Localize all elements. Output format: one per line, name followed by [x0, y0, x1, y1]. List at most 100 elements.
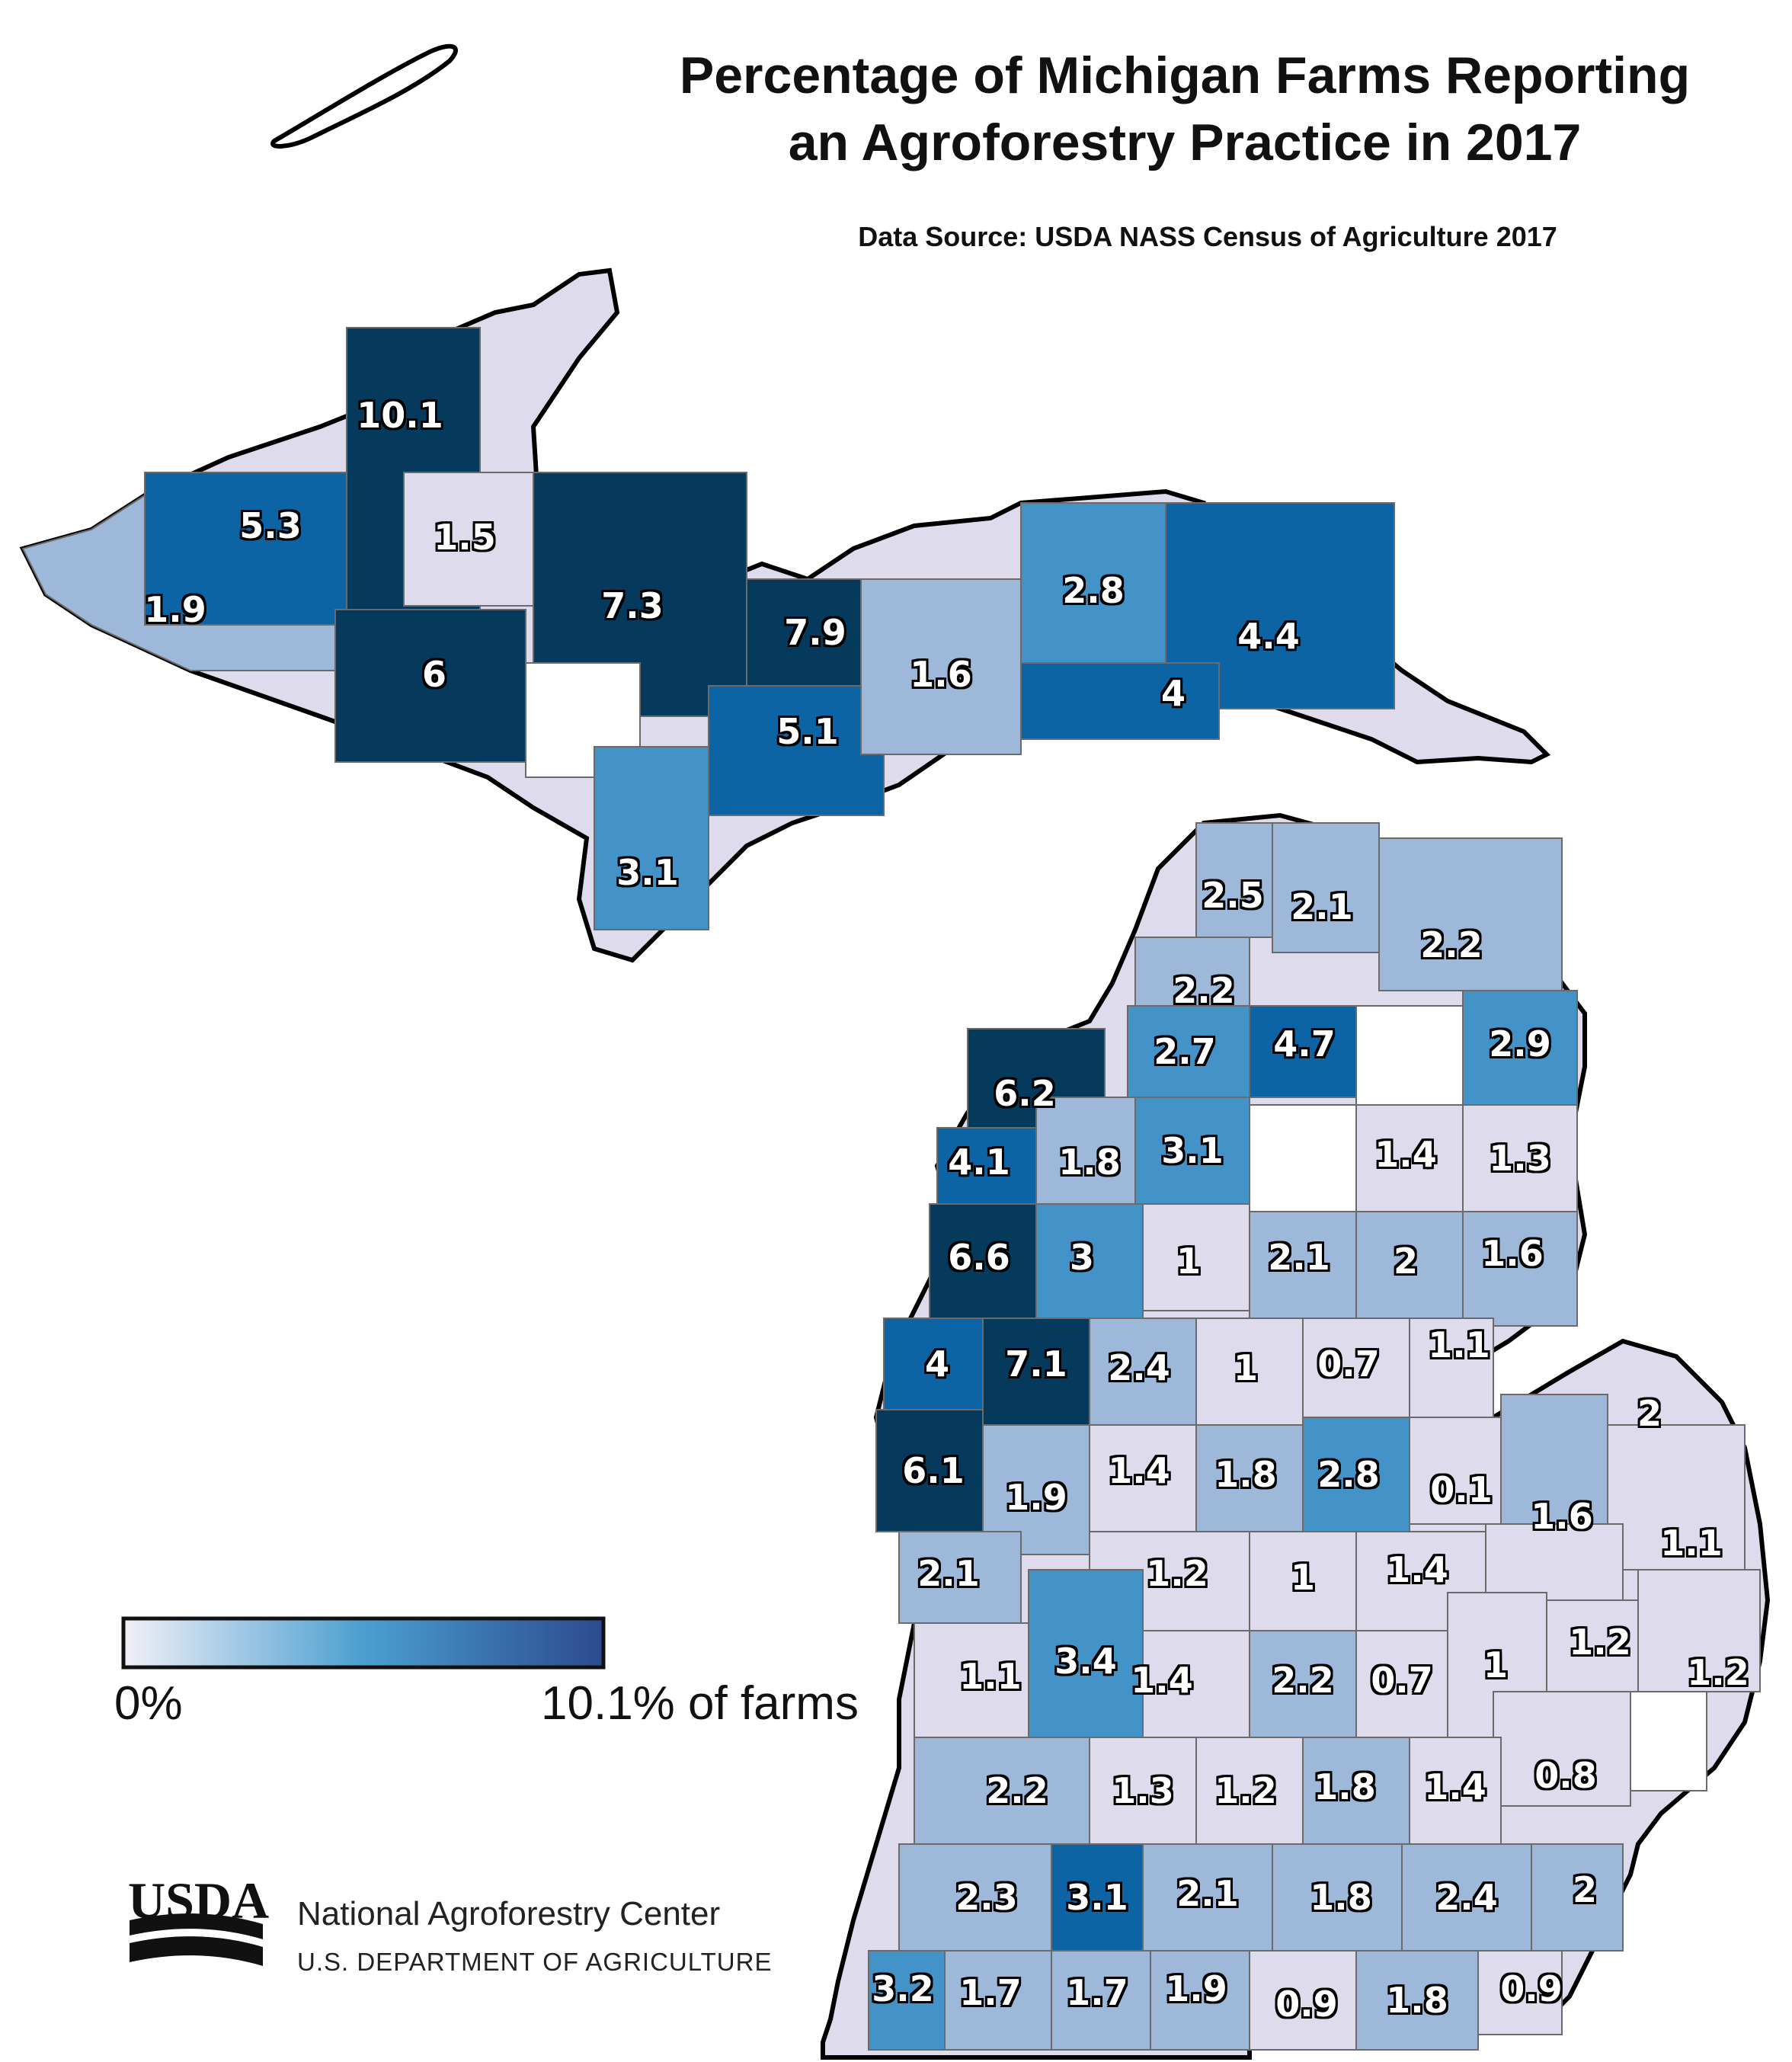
- county-value-label: 1.9: [1165, 1968, 1227, 2009]
- isle-royale: [270, 43, 458, 149]
- county-value-label: 1.8: [1058, 1141, 1121, 1183]
- county-value-label: 2.1: [917, 1553, 980, 1594]
- county-value-label: 2.1: [1268, 1237, 1330, 1278]
- county-value-label: 0.9: [1275, 1984, 1338, 2025]
- usda-logo-text: USDA: [128, 1871, 270, 1929]
- county-value-label: 5.1: [776, 711, 839, 752]
- county-value-label: 2.5: [1202, 875, 1264, 916]
- county-value-label: 1.3: [1489, 1138, 1551, 1179]
- map-title: Percentage of Michigan Farms Reporting a…: [625, 42, 1745, 176]
- county-value-label: 1.5: [434, 517, 496, 558]
- county-value-label: 1.6: [910, 654, 972, 695]
- county-value-label: 2: [1572, 1869, 1598, 1910]
- county-value-label: 1.4: [1131, 1660, 1193, 1701]
- county-value-label: 4.4: [1237, 616, 1300, 657]
- county-value-label: 1.3: [1112, 1770, 1174, 1811]
- county-value-label: 6.1: [902, 1450, 965, 1491]
- county-up-ontonagon: [144, 472, 347, 626]
- county-value-label: 1.2: [1569, 1622, 1631, 1663]
- county-value-label: 2.8: [1317, 1454, 1380, 1495]
- county-value-label: 10.1: [357, 395, 443, 436]
- county-value-label: 3.1: [616, 852, 679, 893]
- legend-gradient-bar: [121, 1616, 606, 1670]
- county-value-label: 1: [1176, 1241, 1202, 1282]
- lower-peninsula-counties: [868, 822, 1761, 2051]
- county-value-label: 3: [1069, 1237, 1095, 1278]
- county-value-label: 4: [924, 1343, 950, 1385]
- county-value-label: 5.3: [239, 505, 302, 546]
- county-value-label: 6: [421, 654, 447, 695]
- county-value-label: 7.3: [601, 585, 664, 626]
- county-value-label: 7.9: [784, 612, 846, 653]
- county-value-label: 1.8: [1214, 1454, 1277, 1495]
- county-value-label: 1.9: [1005, 1477, 1067, 1518]
- county-value-label: 2.2: [1272, 1660, 1334, 1701]
- county-value-label: 4.7: [1273, 1023, 1336, 1065]
- county-value-label: 3.2: [872, 1968, 934, 2009]
- county-up-iron: [334, 609, 526, 763]
- county-value-label: 1: [1290, 1557, 1316, 1598]
- usda-logo-mark: [130, 1913, 263, 1966]
- county-value-label: 1.2: [1214, 1770, 1277, 1811]
- county-value-label: 2.1: [1291, 886, 1353, 927]
- county-value-label: 4: [1160, 673, 1186, 714]
- data-source-note: Data Source: USDA NASS Census of Agricul…: [858, 221, 1557, 252]
- county-value-label: 2: [1393, 1241, 1419, 1282]
- county-value-label: 1: [1483, 1644, 1509, 1686]
- county-value-label: 7.1: [1005, 1343, 1067, 1385]
- county-value-label: 1.8: [1314, 1766, 1376, 1807]
- county-value-label: 0.7: [1317, 1343, 1380, 1385]
- department-name: U.S. DEPARTMENT OF AGRICULTURE: [297, 1948, 773, 1976]
- county-value-label: 1.4: [1386, 1549, 1448, 1590]
- county-up-menominee: [594, 746, 709, 930]
- county-value-label: 1.1: [1428, 1324, 1490, 1366]
- county-value-label: 2.9: [1489, 1023, 1551, 1065]
- county-value-label: 3.1: [1066, 1877, 1128, 1918]
- county-value-label: 4.1: [948, 1141, 1010, 1183]
- county-value-label: 1.6: [1481, 1233, 1544, 1274]
- county-value-label: 0.9: [1500, 1968, 1563, 2009]
- county-value-label: 2.8: [1062, 570, 1125, 611]
- county-value-label: 1.1: [959, 1656, 1022, 1697]
- map-title-line-1: Percentage of Michigan Farms Reporting: [679, 46, 1691, 104]
- county-value-label: 1.4: [1374, 1134, 1437, 1175]
- county-value-label: 1.2: [1687, 1652, 1749, 1693]
- county-value-label: 2.7: [1154, 1031, 1216, 1072]
- legend-min-label: 0%: [114, 1677, 183, 1730]
- county-value-label: 1.6: [1531, 1496, 1593, 1537]
- county-value-label: 2.2: [986, 1770, 1048, 1811]
- county-value-label: 0.8: [1534, 1755, 1597, 1796]
- county-value-label: 1.4: [1424, 1766, 1486, 1807]
- county-up-mackinac: [1020, 662, 1220, 740]
- county-value-label: 1.1: [1660, 1522, 1723, 1564]
- county-up-gogebic: [21, 494, 336, 671]
- county-value-label: 2.4: [1435, 1877, 1498, 1918]
- map-title-line-2: an Agroforestry Practice in 2017: [788, 114, 1582, 171]
- county-value-label: 2: [1637, 1393, 1662, 1434]
- county-value-label: 1.8: [1386, 1980, 1448, 2021]
- county-value-label: 0.1: [1430, 1469, 1493, 1510]
- county-value-label: 2.4: [1108, 1347, 1170, 1388]
- county-value-label: 2.1: [1176, 1873, 1239, 1914]
- legend-max-label: 10.1% of farms: [541, 1677, 859, 1730]
- county-value-label: 6.6: [948, 1237, 1010, 1278]
- county-value-label: 6.2: [994, 1073, 1056, 1114]
- county-value-label: 0.7: [1371, 1660, 1433, 1701]
- county-value-label: 1.4: [1108, 1450, 1170, 1491]
- county-value-label: 1.7: [959, 1972, 1022, 2013]
- county-value-label: 2.2: [1420, 924, 1483, 965]
- county-value-label: 1.2: [1146, 1553, 1208, 1594]
- county-value-label: 3.4: [1054, 1641, 1117, 1682]
- county-value-label: 3.1: [1161, 1130, 1224, 1171]
- county-value-label: 1.9: [144, 589, 206, 630]
- county-up-delta: [708, 685, 885, 816]
- county-value-label: 2.2: [1173, 970, 1235, 1011]
- county-up-baraga: [403, 472, 534, 607]
- county-value-label: 1.7: [1066, 1972, 1128, 2013]
- county-value-label: 1.8: [1310, 1877, 1372, 1918]
- county-value-label: 2.3: [955, 1877, 1018, 1918]
- org-name: National Agroforestry Center: [297, 1895, 721, 1932]
- county-up-schoolcraft: [860, 578, 1022, 755]
- county-value-label: 1: [1233, 1347, 1259, 1388]
